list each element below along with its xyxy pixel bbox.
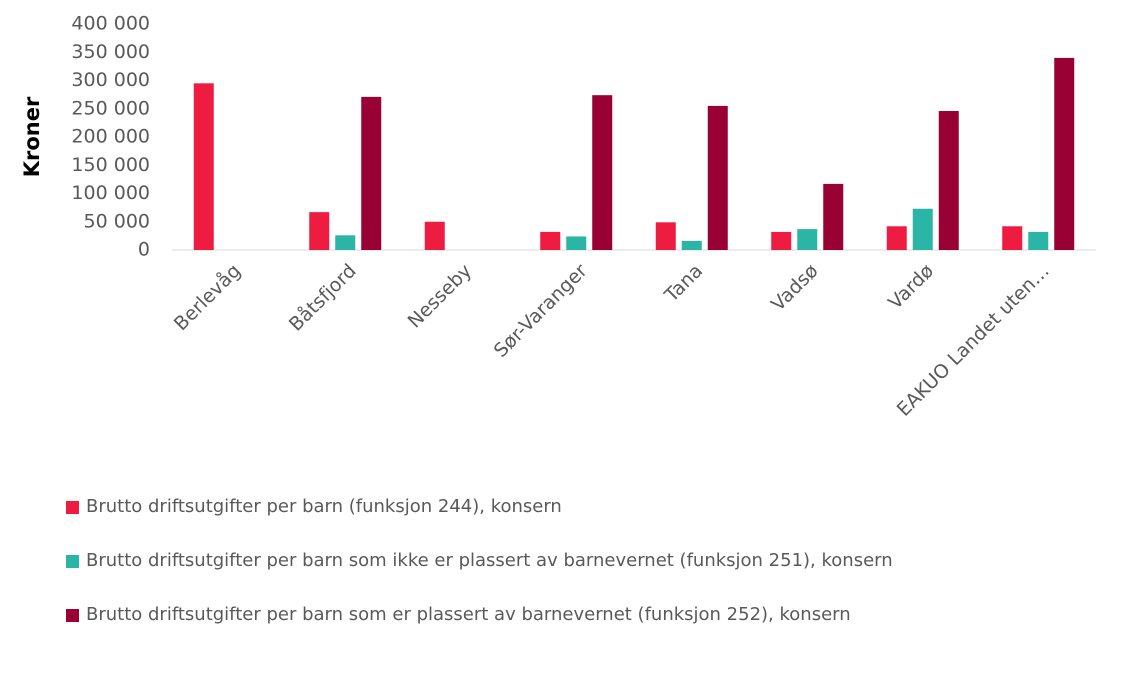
bar (1028, 231, 1049, 250)
bar (309, 212, 330, 250)
y-tick-label: 150 000 (71, 154, 150, 176)
bar (193, 83, 214, 250)
legend-swatch (66, 555, 79, 568)
x-tick-label: Vardø (884, 260, 938, 314)
legend-item: Brutto driftsutgifter per barn som er pl… (62, 598, 1102, 632)
legend-item: Brutto driftsutgifter per barn (funksjon… (62, 490, 1102, 524)
bar (912, 208, 933, 250)
y-tick-label: 350 000 (71, 41, 150, 63)
y-tick-label: 300 000 (71, 69, 150, 91)
y-tick-label: 200 000 (71, 126, 150, 148)
chart: Kroner 0 50 000 100 000 150 000 200 000 250 0… (20, 13, 1096, 421)
y-tick-label: 250 000 (71, 97, 150, 119)
legend-swatch (66, 609, 79, 622)
y-tick-label: 100 000 (71, 182, 150, 204)
bar (1054, 57, 1075, 251)
bar (707, 105, 728, 250)
legend-label: Brutto driftsutgifter per barn som er pl… (86, 604, 851, 625)
bar (823, 183, 844, 250)
bar (540, 231, 561, 250)
x-tick-label: Vadsø (767, 260, 823, 316)
x-tick-label: Berlevåg (169, 259, 245, 335)
bar (424, 221, 445, 250)
bar (361, 96, 382, 250)
legend-item: Brutto driftsutgifter per barn som ikke … (62, 544, 1102, 578)
y-tick-label: 400 000 (71, 13, 150, 35)
x-tick-label: Tana (660, 260, 707, 307)
x-tick-label: Båtsfjord (284, 259, 360, 335)
bar (335, 235, 356, 250)
bar (566, 236, 587, 250)
bar (1002, 226, 1023, 250)
y-tick-label: 50 000 (84, 210, 150, 232)
bar (797, 229, 818, 250)
bar (938, 111, 959, 250)
x-tick-label: Nesseby (404, 260, 477, 333)
bar (655, 222, 676, 250)
bar (592, 95, 613, 250)
y-tick-label: 0 (138, 239, 150, 261)
legend-label: Brutto driftsutgifter per barn som ikke … (86, 550, 893, 571)
bar (681, 240, 702, 250)
legend-swatch (66, 501, 79, 514)
y-axis-title: Kroner (20, 96, 44, 177)
x-tick-label: Sør-Varanger (490, 260, 592, 362)
legend-label: Brutto driftsutgifter per barn (funksjon… (86, 496, 562, 517)
legend: Brutto driftsutgifter per barn (funksjon… (62, 490, 1102, 652)
bar (886, 226, 907, 250)
bar (771, 231, 792, 250)
